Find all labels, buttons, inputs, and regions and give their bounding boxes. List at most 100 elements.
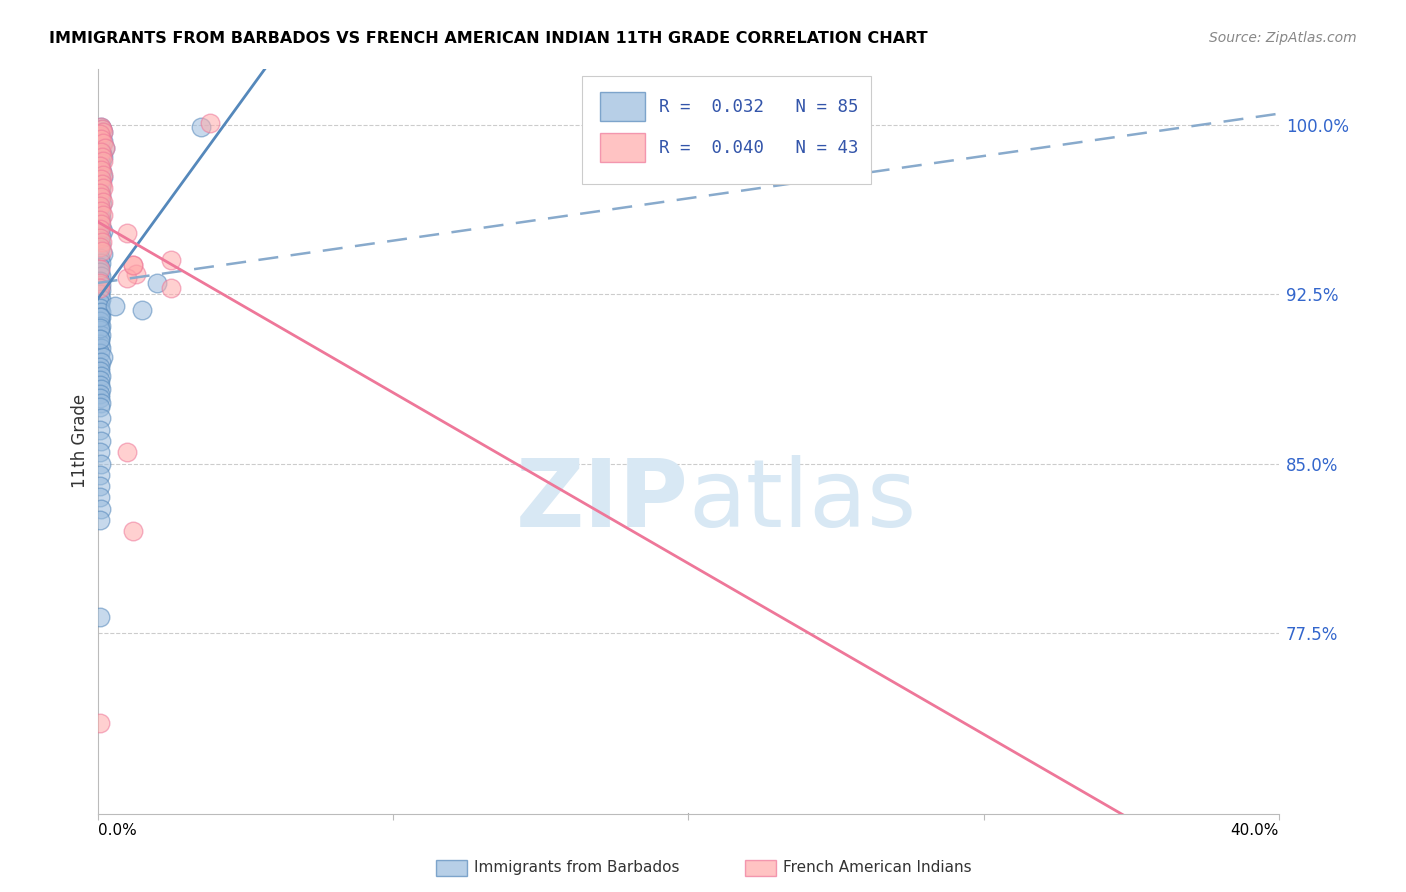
Point bbox=[89, 491, 111, 505]
Point bbox=[89, 269, 111, 284]
Point bbox=[93, 125, 115, 139]
Point bbox=[89, 172, 111, 186]
Point bbox=[89, 342, 111, 356]
Point bbox=[89, 391, 111, 405]
Point bbox=[89, 346, 111, 360]
Point bbox=[91, 150, 114, 164]
Point bbox=[90, 217, 112, 231]
Point bbox=[89, 145, 111, 159]
Text: 0.0%: 0.0% bbox=[97, 822, 136, 838]
Point bbox=[89, 186, 111, 200]
Point bbox=[90, 434, 112, 448]
Text: atlas: atlas bbox=[688, 455, 917, 547]
Point bbox=[115, 445, 138, 459]
Point bbox=[145, 276, 167, 290]
Point bbox=[89, 382, 111, 396]
Point bbox=[91, 244, 114, 259]
Point bbox=[91, 134, 114, 148]
Text: French American Indians: French American Indians bbox=[783, 860, 972, 874]
Point bbox=[90, 203, 112, 218]
Text: Immigrants from Barbados: Immigrants from Barbados bbox=[474, 860, 679, 874]
Point bbox=[122, 258, 145, 272]
Point bbox=[91, 165, 114, 179]
Point bbox=[89, 411, 111, 425]
Point bbox=[89, 181, 111, 195]
Point bbox=[89, 386, 111, 401]
Point bbox=[91, 177, 114, 191]
Point bbox=[89, 610, 111, 624]
Point bbox=[89, 323, 111, 337]
Point bbox=[90, 131, 112, 145]
Point bbox=[89, 260, 111, 275]
Point bbox=[160, 280, 183, 294]
Text: Source: ZipAtlas.com: Source: ZipAtlas.com bbox=[1209, 31, 1357, 45]
Point bbox=[91, 168, 114, 182]
Point bbox=[89, 314, 111, 328]
Text: R =  0.040   N = 43: R = 0.040 N = 43 bbox=[658, 139, 858, 157]
Point bbox=[89, 359, 111, 374]
Point bbox=[89, 251, 111, 265]
Point bbox=[89, 193, 111, 207]
FancyBboxPatch shape bbox=[582, 76, 872, 184]
Point bbox=[90, 237, 112, 252]
Point bbox=[89, 457, 111, 471]
Point bbox=[89, 318, 111, 333]
Point bbox=[89, 199, 111, 213]
Point bbox=[90, 190, 112, 204]
Point bbox=[89, 287, 111, 301]
Point bbox=[89, 501, 111, 516]
Point bbox=[89, 274, 111, 288]
Point bbox=[91, 235, 114, 250]
Point bbox=[91, 194, 114, 209]
Point bbox=[91, 147, 114, 161]
Point bbox=[89, 296, 111, 310]
Point bbox=[89, 467, 111, 482]
Point bbox=[90, 131, 112, 145]
Point bbox=[89, 265, 111, 279]
Point bbox=[89, 292, 111, 306]
Point bbox=[89, 716, 111, 731]
Point bbox=[89, 206, 111, 220]
Point bbox=[122, 258, 145, 272]
Point bbox=[93, 181, 115, 195]
Point bbox=[94, 140, 117, 154]
Point bbox=[90, 368, 112, 383]
Point bbox=[89, 395, 111, 409]
Point bbox=[93, 169, 115, 184]
Point bbox=[91, 136, 114, 150]
Point bbox=[90, 163, 112, 178]
Point bbox=[90, 156, 112, 170]
Point bbox=[89, 479, 111, 493]
Point bbox=[91, 208, 114, 222]
Point bbox=[89, 333, 111, 347]
Point bbox=[89, 231, 111, 245]
Point bbox=[90, 177, 112, 191]
Point bbox=[89, 513, 111, 527]
Point bbox=[89, 222, 111, 236]
Point bbox=[94, 140, 117, 154]
Point bbox=[89, 400, 111, 414]
Point bbox=[115, 271, 138, 285]
Point bbox=[89, 321, 111, 335]
Point bbox=[90, 310, 112, 324]
Point bbox=[89, 242, 111, 256]
Point bbox=[89, 310, 111, 324]
Point bbox=[89, 120, 111, 135]
Point bbox=[93, 125, 115, 139]
Point bbox=[89, 276, 111, 290]
Text: ZIP: ZIP bbox=[516, 455, 688, 547]
Text: R =  0.032   N = 85: R = 0.032 N = 85 bbox=[658, 97, 858, 116]
Point bbox=[131, 303, 153, 318]
Point bbox=[89, 163, 111, 178]
Point bbox=[91, 246, 114, 260]
FancyBboxPatch shape bbox=[599, 133, 644, 161]
Point bbox=[160, 253, 183, 268]
Point bbox=[89, 159, 111, 173]
Point bbox=[90, 355, 112, 369]
Point bbox=[91, 351, 114, 365]
Point bbox=[90, 211, 112, 225]
Point bbox=[190, 120, 212, 135]
Point bbox=[122, 524, 145, 539]
Point bbox=[89, 120, 111, 135]
Point bbox=[89, 305, 111, 319]
